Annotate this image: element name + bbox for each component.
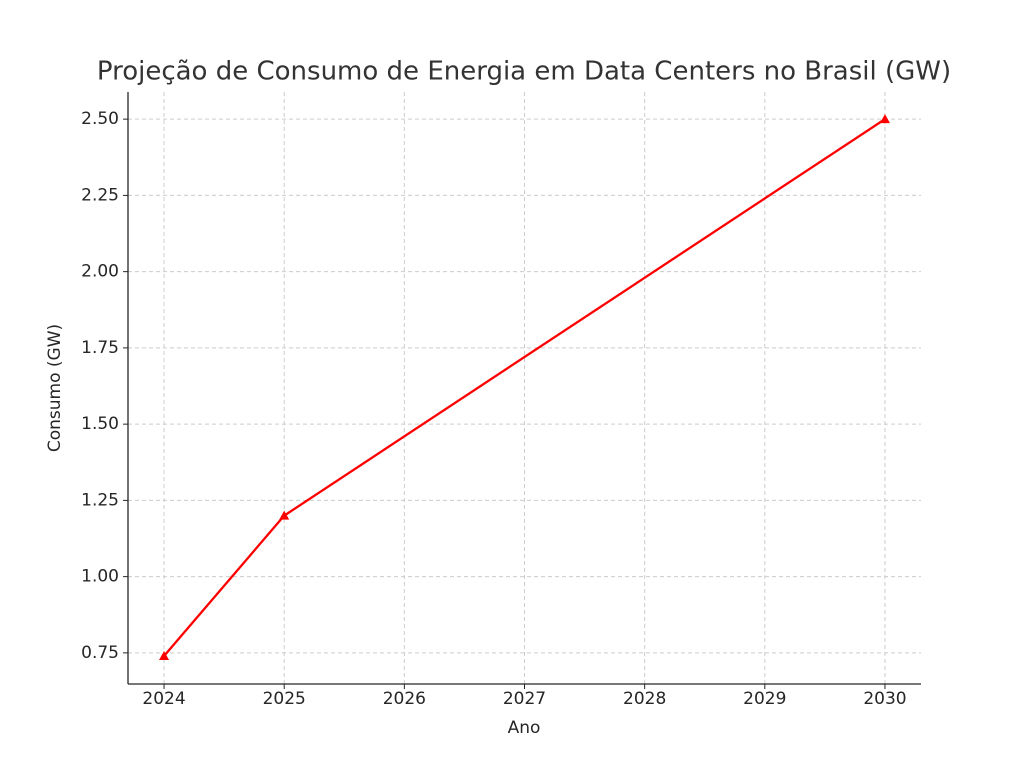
y-tick-label: 2.25 — [81, 185, 119, 205]
y-tick-label: 1.00 — [81, 567, 119, 587]
marker — [159, 650, 170, 660]
x-tick-label: 2026 — [383, 689, 426, 709]
x-tick-label: 2024 — [142, 689, 185, 709]
x-tick-label: 2030 — [863, 689, 906, 709]
y-tick-label: 0.75 — [81, 643, 119, 663]
y-axis-label: Consumo (GW) — [45, 324, 65, 452]
y-tick-label: 1.50 — [81, 414, 119, 434]
y-tick-label: 2.50 — [81, 109, 119, 129]
y-tick-label: 2.00 — [81, 262, 119, 282]
x-tick-label: 2028 — [623, 689, 666, 709]
x-tick-label: 2029 — [743, 689, 786, 709]
x-tick-label: 2027 — [503, 689, 546, 709]
chart-title: Projeção de Consumo de Energia em Data C… — [97, 57, 951, 87]
x-axis-label: Ano — [508, 718, 541, 738]
y-tick-label: 1.25 — [81, 490, 119, 510]
marker — [879, 114, 890, 124]
y-tick-label: 1.75 — [81, 338, 119, 358]
marker — [279, 510, 290, 520]
x-tick-label: 2025 — [263, 689, 306, 709]
